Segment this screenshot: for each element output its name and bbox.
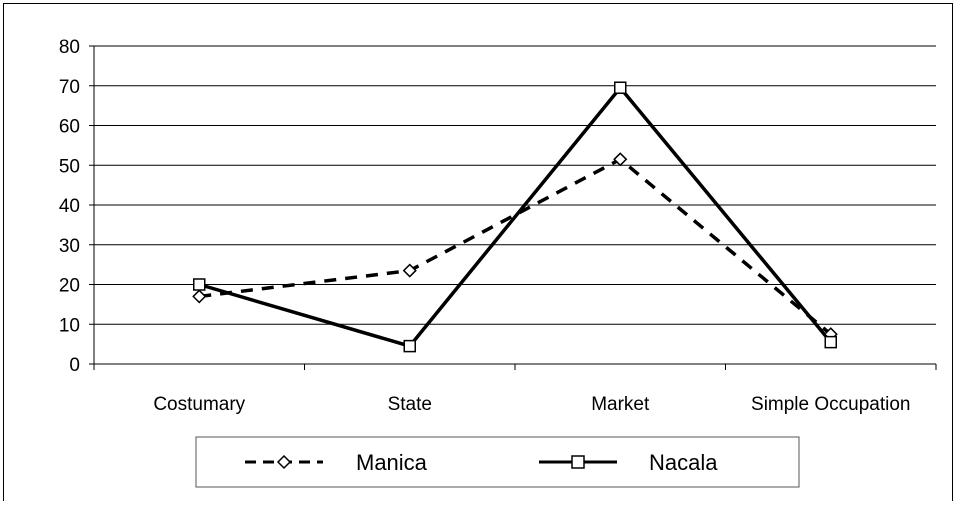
legend-item-manica: Manica	[245, 450, 428, 475]
marker-manica	[613, 152, 628, 167]
legend-marker-nacala	[571, 455, 585, 469]
marker-nacala	[614, 81, 627, 94]
y-tick-label: 20	[59, 276, 80, 297]
series-lines	[198, 84, 833, 349]
gridlines	[94, 45, 936, 325]
x-tick-label: Simple Occupation	[751, 394, 910, 415]
y-tick-label: 0	[69, 355, 80, 376]
x-tick-label: State	[388, 394, 432, 415]
legend-item-nacala: Nacala	[539, 450, 718, 475]
series-markers	[192, 81, 838, 353]
series-line-manica	[199, 157, 832, 336]
legend-label-manica: Manica	[356, 450, 428, 475]
y-tick-label: 30	[59, 236, 80, 257]
x-axis-tick-labels: Costumary State Market Simple Occupation	[153, 394, 910, 415]
y-tick-label: 40	[59, 196, 80, 217]
y-tick-label: 50	[59, 156, 80, 177]
y-tick-label: 60	[59, 117, 80, 138]
y-tick-label: 80	[59, 37, 80, 58]
axes	[89, 45, 937, 370]
marker-nacala	[824, 335, 837, 349]
x-tick-label: Market	[591, 394, 650, 415]
legend-box	[195, 436, 800, 488]
y-axis-tick-labels: 0 10 20 30 40 50 60 70 80	[59, 37, 80, 376]
marker-nacala	[193, 278, 206, 291]
x-tick-label: Costumary	[153, 394, 245, 415]
marker-nacala	[403, 339, 416, 353]
marker-manica	[192, 289, 207, 304]
marker-manica	[402, 263, 417, 278]
y-tick-label: 70	[59, 77, 80, 98]
legend-label-nacala: Nacala	[649, 450, 718, 475]
legend: Manica Nacala	[195, 436, 800, 488]
series-line-nacala	[198, 84, 833, 349]
y-tick-label: 10	[59, 315, 80, 336]
legend-marker-manica	[276, 454, 292, 470]
